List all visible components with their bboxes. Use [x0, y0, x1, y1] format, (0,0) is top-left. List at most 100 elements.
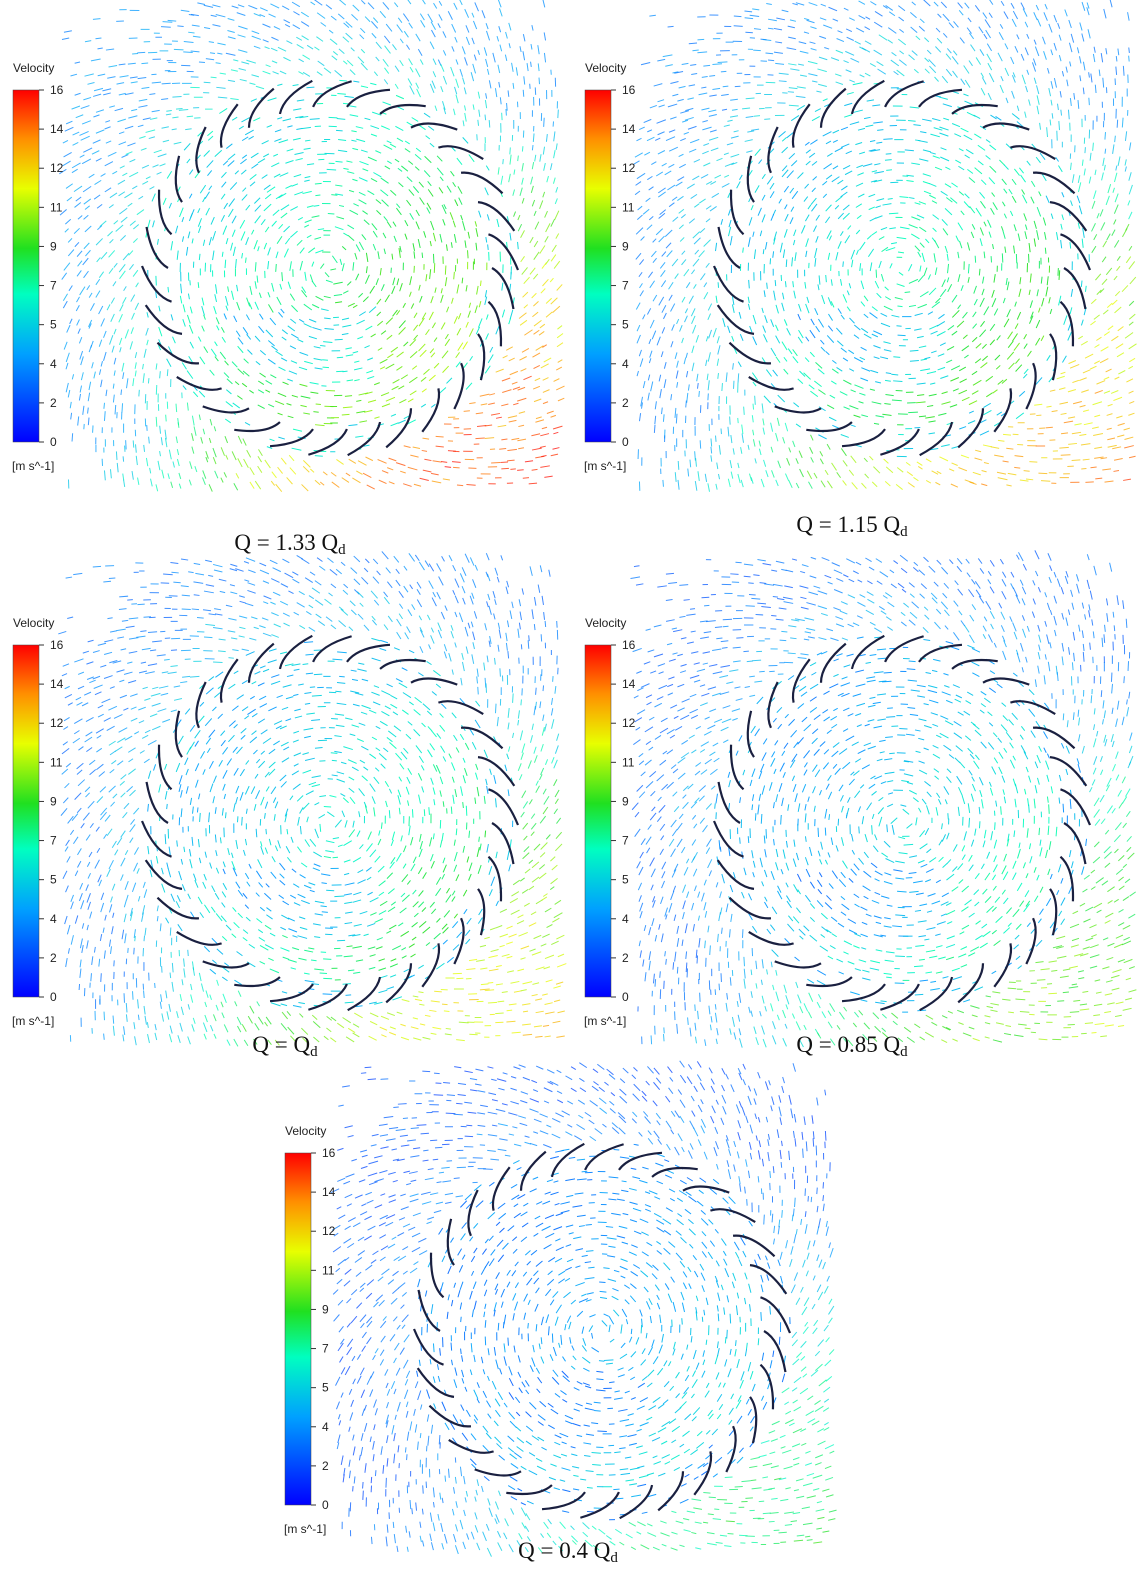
- vector-arrow: [278, 467, 283, 473]
- vector-arrow: [146, 130, 156, 133]
- vector-arrow: [1083, 62, 1085, 71]
- colorbar-tick-label: 9: [50, 239, 57, 253]
- vector-arrow: [1068, 417, 1075, 418]
- vector-arrow: [507, 449, 517, 450]
- vector-arrow: [236, 331, 240, 337]
- vector-arrow: [273, 741, 279, 745]
- vector-arrow: [439, 1, 442, 6]
- vector-arrow: [392, 44, 396, 50]
- vector-arrow: [753, 315, 756, 324]
- vector-arrow: [309, 319, 316, 322]
- vector-arrow: [421, 765, 424, 770]
- vector-arrow: [1104, 9, 1106, 18]
- vector-arrow: [127, 662, 132, 663]
- vector-arrow: [387, 873, 393, 879]
- vector-arrow: [910, 350, 919, 351]
- vector-arrow: [415, 154, 421, 159]
- vector-arrow: [328, 213, 335, 214]
- vector-arrow: [86, 885, 89, 891]
- vector-arrow: [112, 346, 114, 353]
- vector-arrow: [268, 98, 277, 101]
- vector-arrow: [552, 448, 559, 450]
- vector-arrow: [826, 175, 832, 179]
- vector-arrow: [187, 371, 193, 379]
- vector-arrow: [782, 303, 784, 311]
- vector-arrow: [122, 155, 129, 158]
- vector-arrow: [241, 735, 245, 739]
- vector-arrow: [1017, 35, 1019, 40]
- vector-arrow: [532, 469, 538, 470]
- vector-arrow: [272, 221, 277, 226]
- vector-arrow: [1081, 281, 1082, 287]
- vector-arrow: [445, 606, 447, 611]
- vector-arrow: [287, 857, 291, 862]
- vector-arrow: [284, 20, 290, 23]
- vector-arrow: [336, 459, 343, 464]
- vector-arrow: [121, 858, 125, 866]
- vector-arrow: [158, 709, 167, 712]
- vector-arrow: [676, 182, 683, 186]
- vector-arrow: [313, 868, 320, 871]
- vector-arrow: [765, 53, 773, 54]
- vector-arrow: [419, 182, 424, 187]
- vector-arrow: [239, 68, 246, 70]
- vector-arrow: [466, 647, 468, 654]
- vector-arrow: [120, 781, 125, 785]
- blade: [775, 406, 821, 412]
- vector-arrow: [413, 186, 418, 192]
- vector-arrow: [1013, 11, 1017, 19]
- vector-arrow: [479, 211, 481, 218]
- vector-arrow: [502, 378, 510, 381]
- vector-arrow: [93, 94, 101, 96]
- vector-arrow: [1108, 184, 1111, 193]
- vector-arrow: [377, 312, 381, 316]
- panel: Velocity02457911121416[m s^-1]: [12, 551, 566, 1046]
- vector-arrow: [826, 275, 827, 282]
- vector-arrow: [304, 304, 312, 310]
- vector-arrow: [196, 780, 199, 788]
- vector-arrow: [1059, 270, 1060, 280]
- vector-arrow: [722, 183, 729, 187]
- vector-arrow: [961, 211, 964, 215]
- vector-arrow: [312, 588, 320, 593]
- vector-arrow: [659, 105, 665, 107]
- vector-arrow: [990, 166, 996, 172]
- vector-arrow: [211, 217, 214, 225]
- vector-arrow: [843, 380, 851, 384]
- vector-arrow: [881, 227, 887, 229]
- vector-arrow: [442, 833, 443, 841]
- vector-arrow: [456, 79, 459, 88]
- vector-arrow: [422, 0, 425, 4]
- vector-arrow: [112, 884, 115, 891]
- vector-arrow: [192, 433, 194, 441]
- vector-arrow: [816, 215, 820, 221]
- vector-arrow: [952, 295, 957, 302]
- vector-arrow: [510, 155, 511, 165]
- vector-arrow: [799, 330, 804, 338]
- vector-arrow: [1051, 50, 1053, 56]
- vector-arrow: [310, 392, 318, 393]
- vector-arrow: [262, 618, 268, 620]
- vector-arrow: [361, 577, 368, 584]
- vector-arrow: [533, 386, 540, 389]
- vector-arrow: [453, 467, 460, 468]
- vector-arrow: [89, 293, 92, 298]
- vector-arrow: [466, 484, 475, 485]
- vector-arrow: [980, 298, 984, 307]
- vector-arrow: [377, 571, 381, 575]
- vector-arrow: [500, 97, 501, 104]
- vector-arrow: [822, 295, 825, 304]
- vector-arrow: [129, 251, 133, 256]
- vector-arrow: [452, 298, 454, 304]
- vector-arrow: [286, 697, 293, 699]
- vector-arrow: [226, 144, 232, 149]
- vector-arrow: [982, 356, 987, 361]
- vector-arrow: [321, 874, 330, 876]
- vector-arrow: [542, 427, 547, 428]
- vector-arrow: [321, 906, 327, 907]
- vector-arrow: [1097, 213, 1099, 218]
- vector-arrow: [865, 41, 871, 45]
- vector-arrow: [215, 807, 216, 814]
- vector-arrow: [1124, 446, 1134, 448]
- vector-arrow: [511, 892, 518, 897]
